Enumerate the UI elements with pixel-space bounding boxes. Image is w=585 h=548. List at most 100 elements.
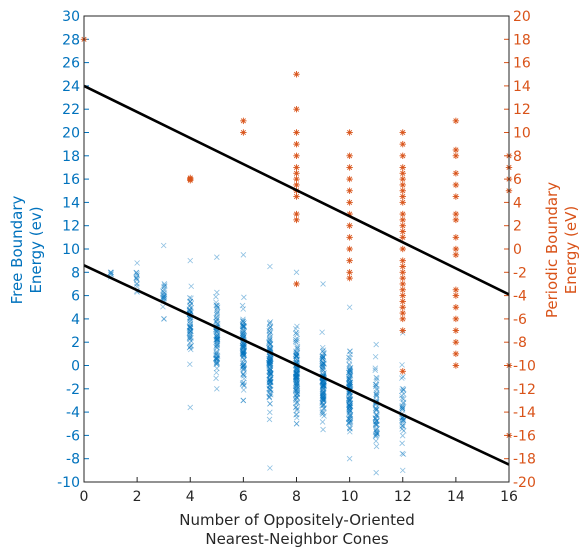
free-data-point [347,365,353,372]
free-data-point [266,378,273,385]
free-data-point [160,284,167,290]
free-data-point [240,332,246,339]
free-data-point [267,341,274,347]
left-tick-label: 10 [62,242,80,258]
free-data-point [292,404,299,411]
free-data-point [213,361,220,367]
free-data-point [346,377,352,384]
free-data-point [321,413,327,419]
free-data-point [321,393,327,399]
free-data-point [293,383,300,389]
free-data-point [241,341,247,348]
free-data-point [293,369,300,376]
free-data-point [321,382,327,389]
free-data-point [347,412,353,419]
free-data-point [320,395,326,402]
free-data-point [241,361,248,368]
free-data-point [266,358,273,364]
periodic-data-point [346,257,353,264]
free-data-point [346,404,353,411]
free-data-point [266,377,273,383]
free-data-point [267,370,274,377]
free-data-point [372,422,379,428]
free-data-point [240,350,247,356]
free-data-point [400,387,407,393]
free-data-point [320,386,326,393]
free-data-point [347,366,353,372]
x-tick-label: 10 [341,489,359,505]
free-data-point [292,386,299,393]
free-data-point [241,294,247,301]
free-data-point [267,376,273,383]
free-data-point [373,429,380,435]
free-data-point [266,339,272,346]
free-data-point [134,280,140,287]
free-data-point [267,376,273,383]
free-data-point [319,359,326,366]
periodic-data-point [399,193,406,200]
left-tick-label: -8 [66,452,80,468]
free-data-point [267,354,274,360]
left-tick-label: 12 [62,219,80,235]
free-data-point [214,365,220,372]
free-data-point [161,281,168,287]
free-data-point [399,423,405,429]
free-data-point [213,359,220,366]
free-data-point [293,371,300,377]
free-data-point [241,350,247,357]
periodic-data-point [399,199,406,206]
periodic-data-point [452,350,460,358]
free-data-point [292,375,299,381]
free-data-point [266,369,273,376]
periodic-data-point [399,152,406,159]
free-data-point [346,403,353,409]
free-data-point [241,342,247,348]
free-data-point [213,333,220,340]
periodic-data-point [293,216,300,224]
free-data-point [320,380,326,387]
free-data-point [214,359,220,366]
free-data-point [347,348,353,355]
free-data-point [267,367,274,373]
free-data-point [346,376,353,382]
free-data-point [293,379,300,385]
free-data-point [346,399,352,406]
right-tick-label: -10 [513,359,536,375]
y-left-label-line-1: Free Boundary [8,195,26,304]
free-data-point [239,345,246,351]
free-data-point [373,374,379,381]
free-data-point [347,397,353,403]
free-data-point [240,344,246,351]
free-data-point [240,362,246,369]
free-data-point [240,350,246,357]
free-data-point [240,343,247,349]
free-data-point [267,360,274,367]
free-data-point [345,420,352,426]
free-data-point [213,361,219,367]
free-data-point [293,377,300,383]
periodic-data-point [399,234,406,241]
free-data-point [240,354,246,361]
free-data-point [188,295,194,302]
free-data-point [321,394,327,401]
free-data-point [373,391,380,398]
free-data-point [319,397,326,403]
free-data-point [346,455,353,462]
free-data-point [214,289,220,296]
free-data-point [347,364,354,371]
free-data-point [374,425,380,432]
free-data-point [240,365,247,372]
free-data-point [347,379,354,386]
free-data-point [187,334,193,341]
free-data-point [267,377,273,383]
periodic-boundary-fit-line [83,84,510,296]
free-data-point [267,372,274,378]
free-data-point [293,377,299,384]
free-data-point [345,369,352,376]
free-data-point [241,328,247,335]
free-data-point [372,353,379,360]
periodic-data-point [346,187,353,194]
free-data-point [267,329,274,336]
periodic-data-point [452,152,460,159]
